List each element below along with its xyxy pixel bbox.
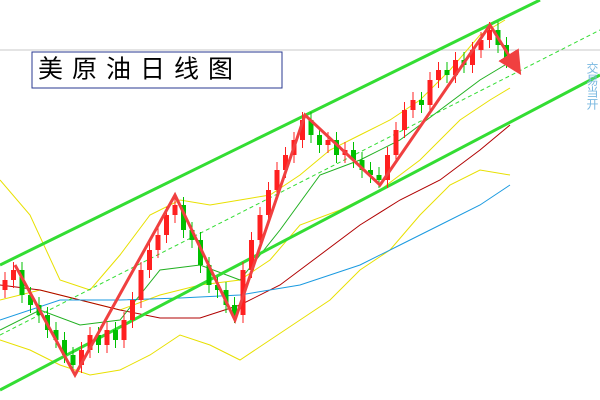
side-text: 交易当开 <box>585 61 599 110</box>
candle-body <box>376 175 382 180</box>
title-box <box>31 51 283 89</box>
candle-body <box>444 70 450 75</box>
candle-body <box>359 160 365 170</box>
candle-body <box>96 335 101 345</box>
candle-body <box>436 70 441 80</box>
bollinger-lower <box>0 169 511 376</box>
ma-longest <box>0 184 511 321</box>
candle-body <box>393 130 399 155</box>
candle-body <box>274 170 280 190</box>
candles <box>2 22 509 373</box>
candle-body <box>79 350 84 365</box>
candle-body <box>266 190 271 215</box>
bollinger-upper <box>0 19 506 291</box>
candle-body <box>215 285 220 290</box>
bollinger-mid <box>0 87 511 311</box>
candle-body <box>104 330 110 345</box>
candle-body <box>62 340 67 355</box>
candle-body <box>419 100 424 105</box>
candle-body <box>155 235 161 250</box>
candle-body <box>300 120 305 140</box>
ma-long <box>0 124 511 319</box>
candle-body <box>181 205 186 230</box>
candle-body <box>172 205 178 215</box>
candle-body <box>11 270 16 280</box>
candle-body <box>2 280 8 290</box>
candle-body <box>249 240 254 270</box>
candle-body <box>283 155 288 170</box>
candle-body <box>487 30 492 40</box>
candle-body <box>28 295 33 305</box>
candle-body <box>410 100 416 110</box>
channel-upper <box>0 0 541 267</box>
candle-body <box>189 230 195 240</box>
candle-body <box>427 80 433 105</box>
candle-body <box>70 355 76 365</box>
candle-body <box>453 60 458 75</box>
candle-body <box>198 240 203 265</box>
candle-body <box>385 155 390 180</box>
candle-body <box>402 110 407 130</box>
candle-body <box>164 215 169 235</box>
candle-body <box>121 320 127 340</box>
candle-body <box>478 40 484 50</box>
channel-mid <box>0 29 600 336</box>
candle-body <box>130 300 135 320</box>
candle-body <box>206 265 212 285</box>
candle-body <box>257 215 263 240</box>
candle-body <box>147 250 152 270</box>
candle-body <box>470 50 475 65</box>
candle-body <box>325 140 331 145</box>
chart-title: 美原油日线图 <box>38 55 242 84</box>
candle-body <box>334 140 339 155</box>
candle-body <box>317 135 322 145</box>
candle-body <box>232 305 237 315</box>
candle-body <box>308 120 314 135</box>
candle-body <box>113 330 118 340</box>
candle-body <box>138 270 144 300</box>
trend-arrows <box>13 22 522 379</box>
candle-body <box>87 335 93 350</box>
candle-body <box>368 170 373 175</box>
candle-body <box>223 290 229 305</box>
candle-body <box>351 150 356 160</box>
candle-body <box>53 330 59 340</box>
candle-body <box>19 270 25 295</box>
